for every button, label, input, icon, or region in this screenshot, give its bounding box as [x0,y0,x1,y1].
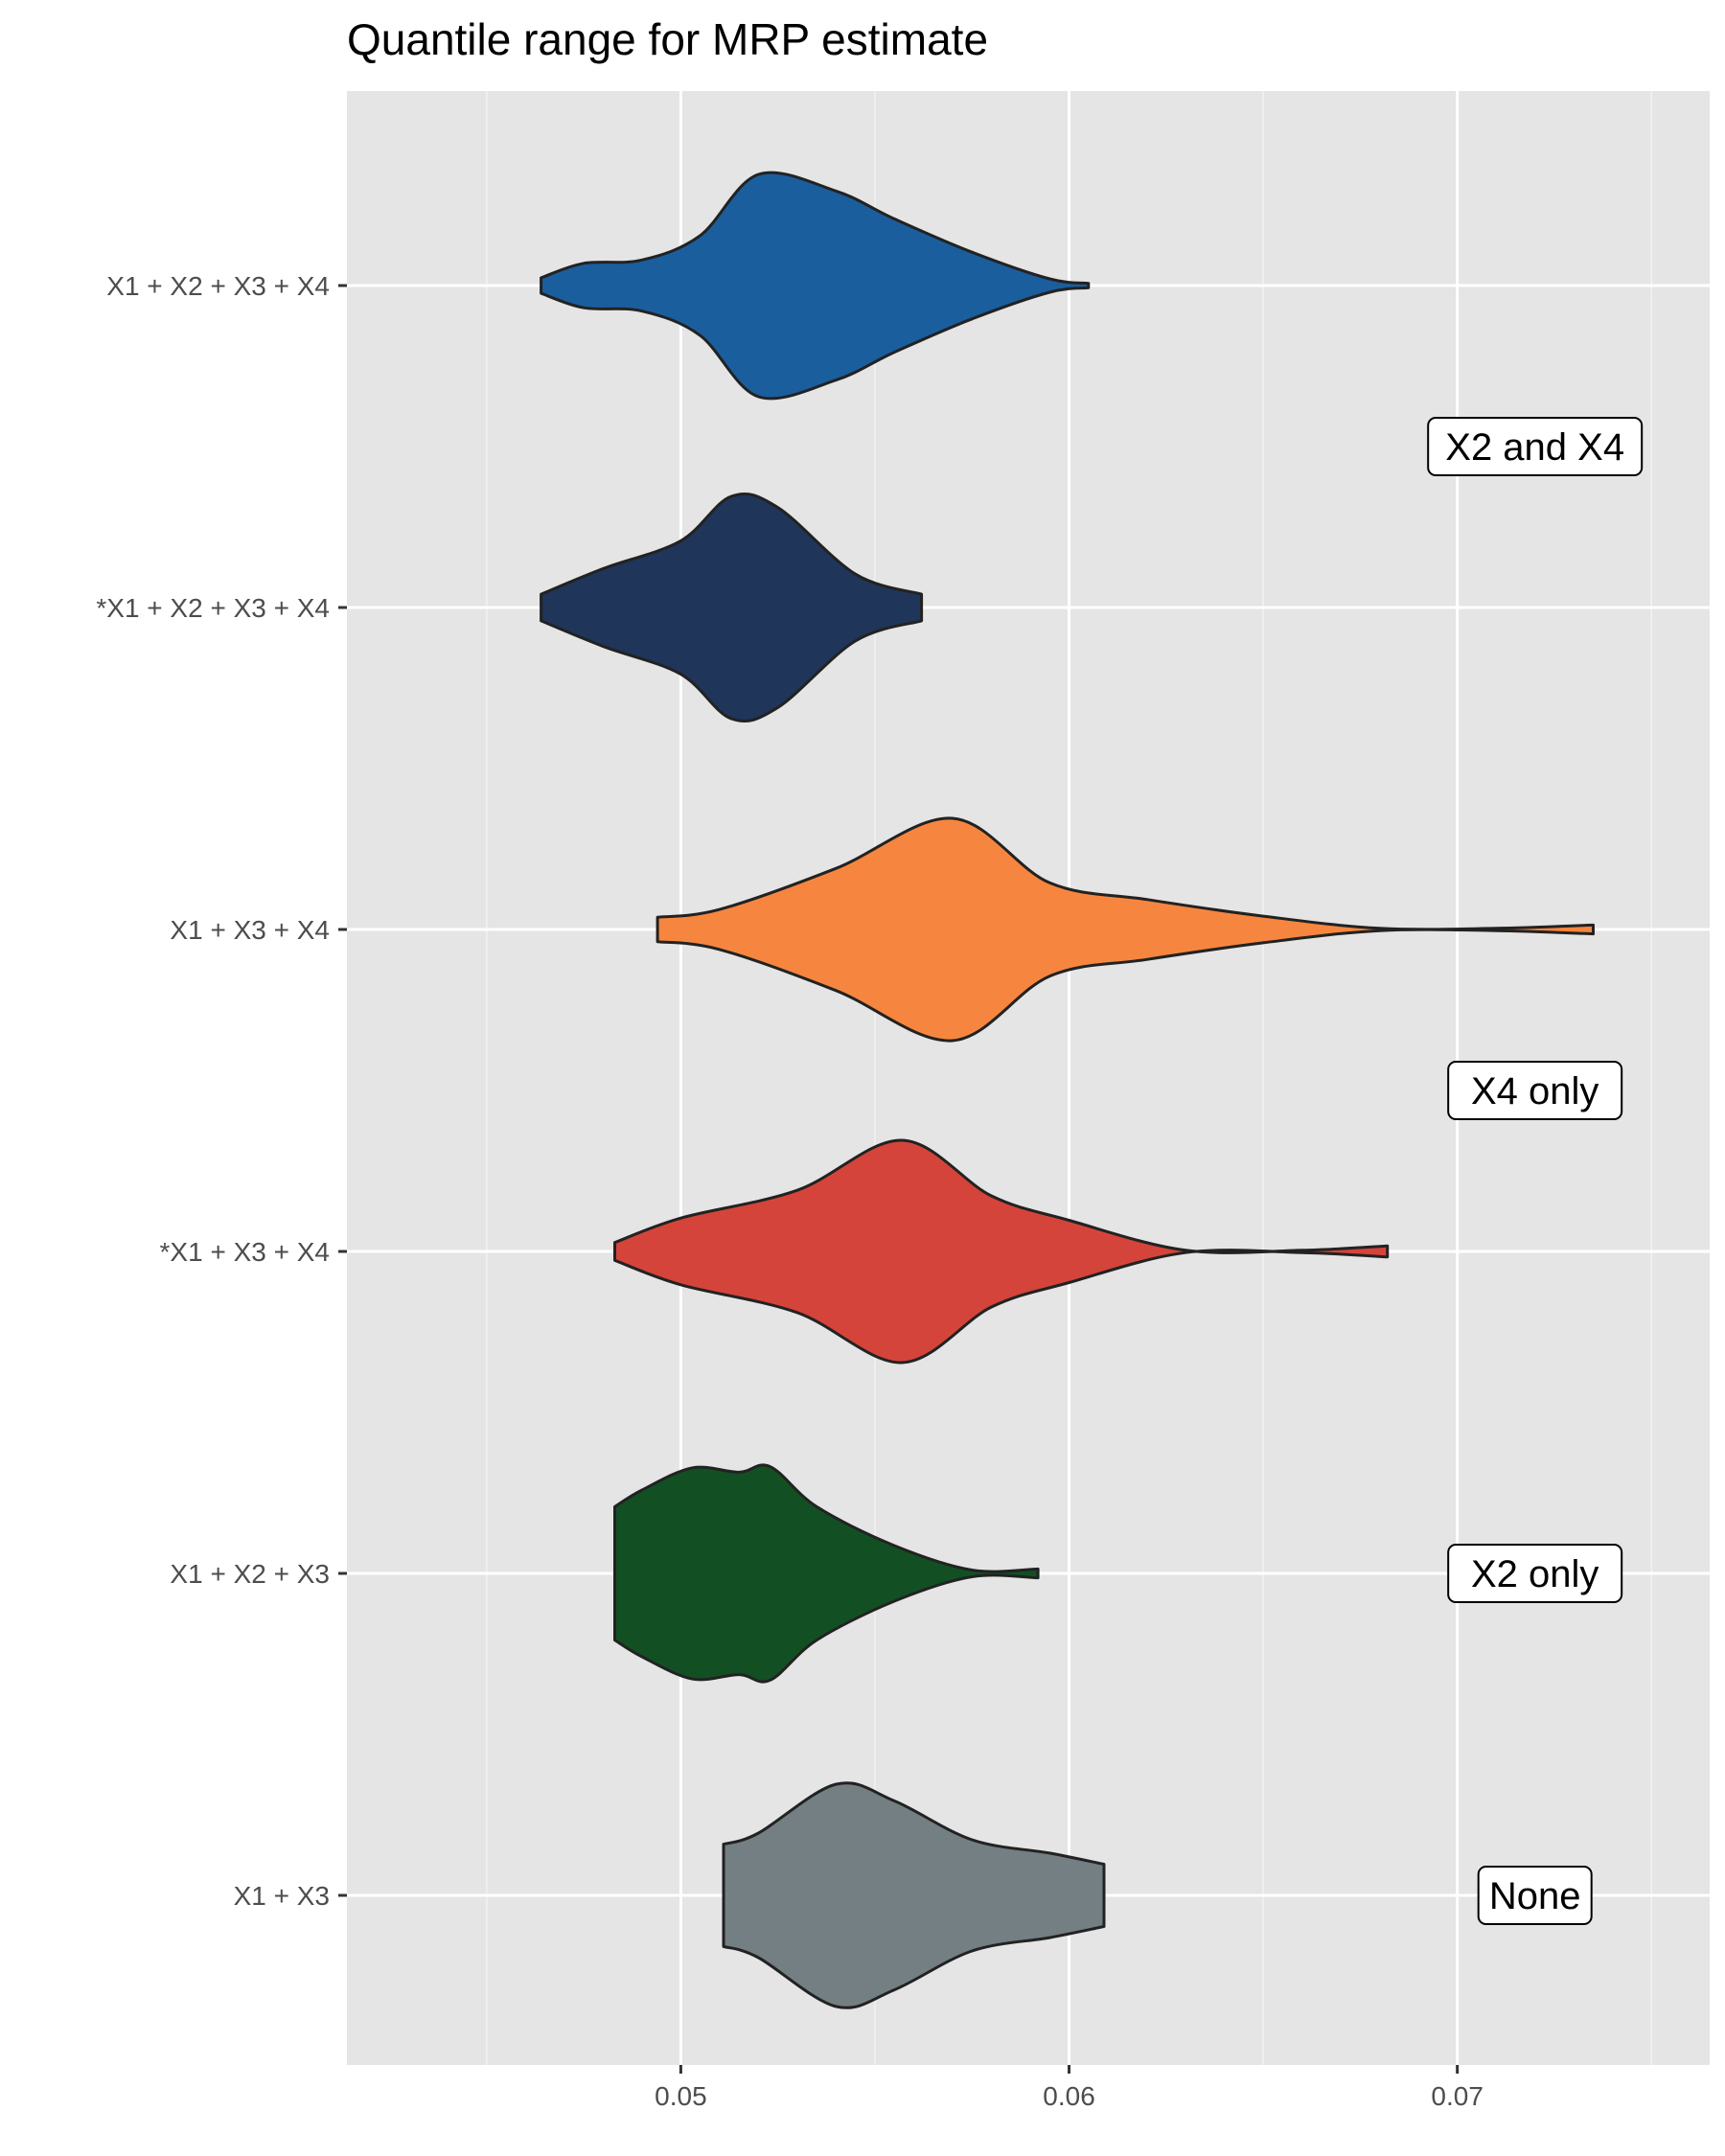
violin-6 [722,1781,1106,2009]
annotation-label: X4 only [1447,1061,1623,1120]
violin-1 [540,171,1091,401]
violin-4 [613,1138,1390,1365]
y-tick-label: X1 + X3 [234,1881,330,1911]
annotation-box [1477,1866,1593,1925]
annotation-box [1447,1061,1623,1120]
annotation-box [1447,1544,1623,1603]
annotation-text: None [1489,1875,1581,1917]
annotation-text: X2 only [1471,1553,1598,1595]
annotation-box [1427,417,1644,476]
x-tick-label: 0.05 [655,2081,707,2111]
annotation-text: X2 and X4 [1445,426,1624,469]
y-tick-label: X1 + X2 + X3 + X4 [106,271,330,301]
y-tick-label: *X1 + X2 + X3 + X4 [96,593,330,623]
x-tick-label: 0.06 [1043,2081,1095,2111]
violin-5 [613,1463,1040,1684]
y-tick-label: X1 + X2 + X3 [170,1559,330,1589]
violin-2 [540,492,924,723]
y-tick-label: *X1 + X3 + X4 [160,1237,330,1267]
x-tick-label: 0.07 [1431,2081,1484,2111]
annotation-label: X2 and X4 [1427,417,1644,476]
y-tick-label: X1 + X3 + X4 [170,915,330,945]
violin-3 [656,816,1595,1043]
annotation-text: X4 only [1471,1070,1598,1112]
annotation-label: None [1477,1866,1593,1925]
chart-title: Quantile range for MRP estimate [347,14,989,64]
annotation-label: X2 only [1447,1544,1623,1603]
